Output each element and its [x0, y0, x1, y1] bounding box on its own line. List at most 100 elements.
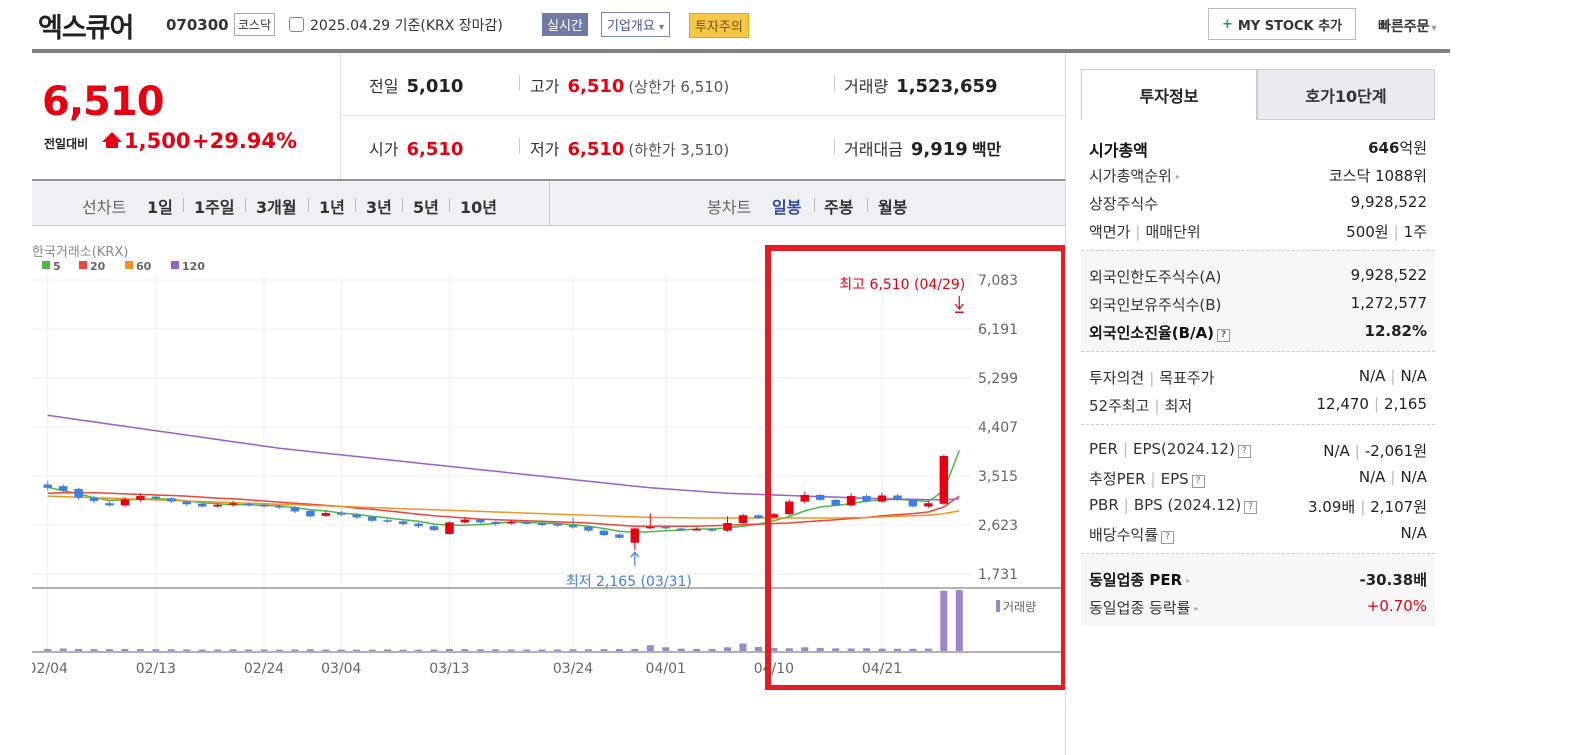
lower-limit: (하한가 3,510) [628, 141, 730, 159]
tab-order-book[interactable]: 호가10단계 [1257, 69, 1435, 120]
candle-body [785, 501, 794, 515]
up-arrow-icon [102, 132, 122, 142]
period-10y[interactable]: 10년 [460, 198, 497, 217]
volume-bar [693, 648, 701, 651]
header-divider [32, 49, 1450, 53]
sector-change-label[interactable]: 동일업종 등락률 ▸ [1089, 597, 1198, 618]
period-1w[interactable]: 1주일 [194, 198, 235, 217]
up-arrow-icon-base [106, 142, 118, 148]
realtime-button[interactable]: 실시간 [542, 13, 588, 36]
foreign-limit-label: 외국인한도주식수(A) [1089, 268, 1222, 286]
help-icon[interactable]: ? [1217, 329, 1231, 342]
company-overview-button[interactable]: 기업개요 ▾ [601, 12, 671, 37]
candle-body [661, 526, 670, 529]
par-value: 500원 [1346, 223, 1389, 241]
period-1y[interactable]: 1년 [319, 198, 345, 217]
par-label: 액면가 [1089, 223, 1131, 241]
help-icon[interactable]: ? [1237, 445, 1251, 458]
candle-body [429, 526, 439, 531]
volume-bar [662, 647, 670, 651]
candle-body [769, 514, 779, 518]
period-3m[interactable]: 3개월 [256, 198, 297, 217]
candle-body [367, 516, 377, 521]
dividend-label: 배당수익률? [1089, 524, 1175, 545]
info-row: 액면가 | 매매단위 500원 | 1주 [1089, 216, 1427, 244]
candle-weekly[interactable]: 주봉 [824, 198, 854, 217]
divider [834, 138, 835, 154]
candle-body [491, 521, 501, 525]
candle-body [120, 499, 130, 506]
pbr-value: 3.09배 [1307, 498, 1356, 516]
candle-body [692, 529, 701, 531]
candle-body [630, 528, 640, 543]
candle-body [599, 530, 609, 536]
period-3y[interactable]: 3년 [366, 198, 392, 217]
info-row: 외국인보유주식수(B) 1,272,577 [1089, 289, 1427, 317]
candle-body [460, 519, 470, 523]
candle-body [522, 522, 531, 524]
target-value-text: N/A [1400, 367, 1427, 385]
arrow-right-icon: ▸ [1186, 576, 1191, 585]
candle-body [584, 526, 593, 531]
min-arrow-head [630, 551, 640, 558]
sector-per-label[interactable]: 동일업종 PER ▸ [1089, 569, 1190, 590]
candle-body [228, 503, 238, 505]
amount-label: 거래대금 [844, 140, 903, 159]
info-row: PBR | BPS (2024.12)? 3.09배 | 2,107원 [1089, 491, 1427, 519]
min-price-annotation: 최저 2,165 (03/31) [566, 574, 692, 590]
x-tick-label: 03/24 [553, 661, 593, 677]
volume-bar [183, 649, 191, 651]
sector-per-label-text: 동일업종 PER [1089, 571, 1183, 589]
y-tick-label: 2,623 [978, 518, 1018, 534]
pbr-bps-label: PBR | BPS (2024.12)? [1089, 496, 1258, 514]
help-icon[interactable]: ? [1244, 501, 1258, 514]
candle-body [58, 486, 68, 491]
volume-bar [770, 647, 778, 651]
info-row: 상장주식수 9,928,522 [1089, 188, 1427, 216]
per-value: N/A [1323, 442, 1350, 460]
pbr-bps-value: 3.09배 | 2,107원 [1308, 496, 1427, 517]
est-per-label: 추정PER | EPS? [1089, 468, 1205, 489]
help-icon[interactable]: ? [1161, 531, 1175, 544]
pbr-label: PBR [1089, 496, 1119, 514]
quick-order-button[interactable]: 빠른주문 ▾ [1378, 16, 1437, 36]
bps-value: 2,107원 [1370, 498, 1427, 516]
volume-bar [59, 648, 67, 651]
ma-line-60 [47, 495, 960, 519]
candle-body [877, 495, 887, 502]
candle-body [167, 498, 176, 502]
x-tick-label: 04/10 [754, 661, 794, 677]
plus-icon: + [1221, 16, 1233, 32]
cap-rank-label[interactable]: 시가총액순위 ▸ [1089, 165, 1180, 186]
help-icon[interactable]: ? [1191, 475, 1205, 488]
low-price: 저가 6,510 (하한가 3,510) [530, 136, 729, 160]
my-stock-add-button[interactable]: + MY STOCK 추가 [1208, 8, 1356, 40]
stock-code: 070300 [166, 16, 229, 34]
shares-value: 9,928,522 [1350, 193, 1427, 211]
period-1d[interactable]: 1일 [147, 198, 173, 217]
candle-daily[interactable]: 일봉 [772, 198, 802, 217]
volume-bar [229, 649, 237, 651]
volume-bar [167, 649, 175, 651]
foreign-ratio-label: 외국인소진율(B/A)? [1089, 322, 1231, 343]
volume-bar [430, 649, 438, 651]
stock-chart[interactable]: 한국거래소(KRX)5 20 60 120 7,083 6,191 5,299 4,407 3,… [32, 240, 1065, 690]
opinion-section: 투자의견 | 목표주가 N/A | N/A 52주최고 | 최저 12,470 | 2,165 [1081, 352, 1435, 425]
high-label: 고가 [530, 77, 560, 96]
volume-bar [615, 648, 623, 651]
period-5y[interactable]: 5년 [413, 198, 439, 217]
per-eps-value: N/A | -2,061원 [1323, 440, 1427, 461]
info-row: 추정PER | EPS? N/A | N/A [1089, 463, 1427, 491]
chart-source-label: 한국거래소(KRX) [32, 245, 128, 260]
y-tick-label: 5,299 [978, 371, 1018, 387]
candle-body [398, 521, 408, 525]
candle-body [846, 496, 856, 506]
tab-investment-info[interactable]: 투자정보 [1081, 69, 1257, 120]
separator: | [1150, 470, 1156, 488]
candle-body [754, 515, 763, 519]
candle-body [615, 534, 624, 538]
volume-bar [245, 649, 253, 651]
volume-bar [260, 649, 268, 651]
candle-monthly[interactable]: 월봉 [878, 198, 908, 217]
market-cap: 646억원 [1368, 137, 1427, 158]
